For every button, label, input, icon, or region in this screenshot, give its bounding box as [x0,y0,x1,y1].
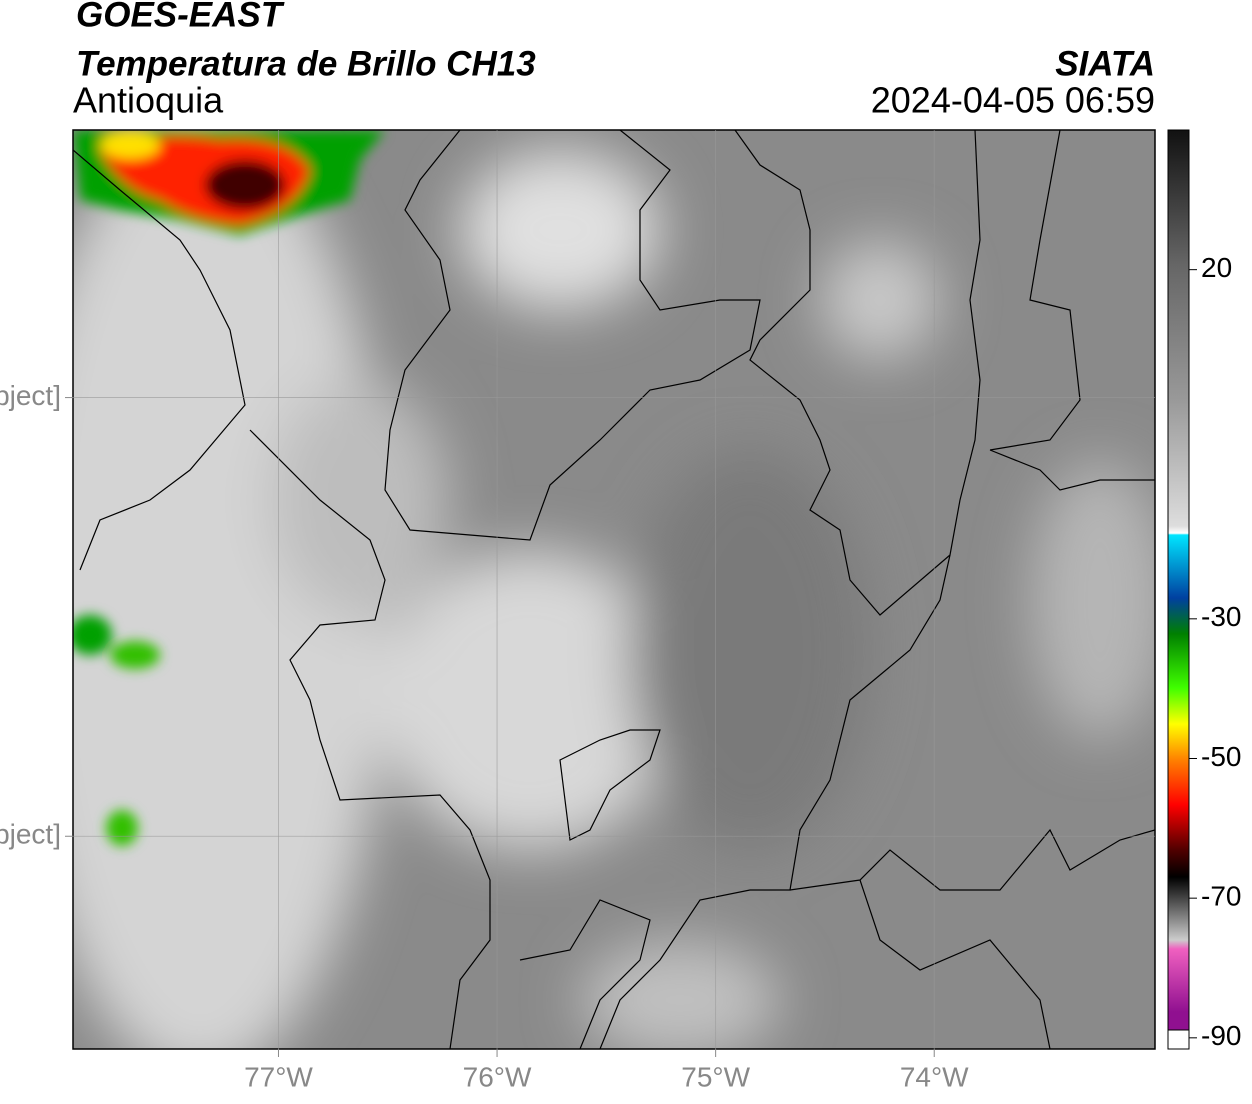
colorbar-extension [1167,1029,1190,1050]
title: GOES-EAST [76,0,285,34]
colorbar-frame [1167,129,1190,1050]
subtitle: Temperatura de Brillo CH13 [76,44,536,83]
lon-tick-label: 76°W [463,1061,532,1092]
datetime: 2024-04-05 06:59 [871,80,1155,121]
lat-tick-label: [object Object] [0,819,61,850]
satellite-image [73,130,1155,1049]
map-frame [72,129,1156,1050]
lon-tick-label: 74°W [900,1061,969,1092]
lon-tick-label: 77°W [244,1061,313,1092]
colorbar-tick-label: -50 [1201,741,1241,772]
lon-tick-label: 75°W [681,1061,750,1092]
region: Antioquia [73,80,224,121]
colorbar [1168,130,1189,1030]
source: SIATA [1055,44,1155,83]
colorbar-tick-label: -90 [1201,1020,1241,1051]
colorbar-tick-label: -30 [1201,601,1241,632]
lat-tick-label: [object Object] [0,380,61,411]
colorbar-tick-label: -70 [1201,881,1241,912]
colorbar-tick-label: 20 [1201,252,1232,283]
